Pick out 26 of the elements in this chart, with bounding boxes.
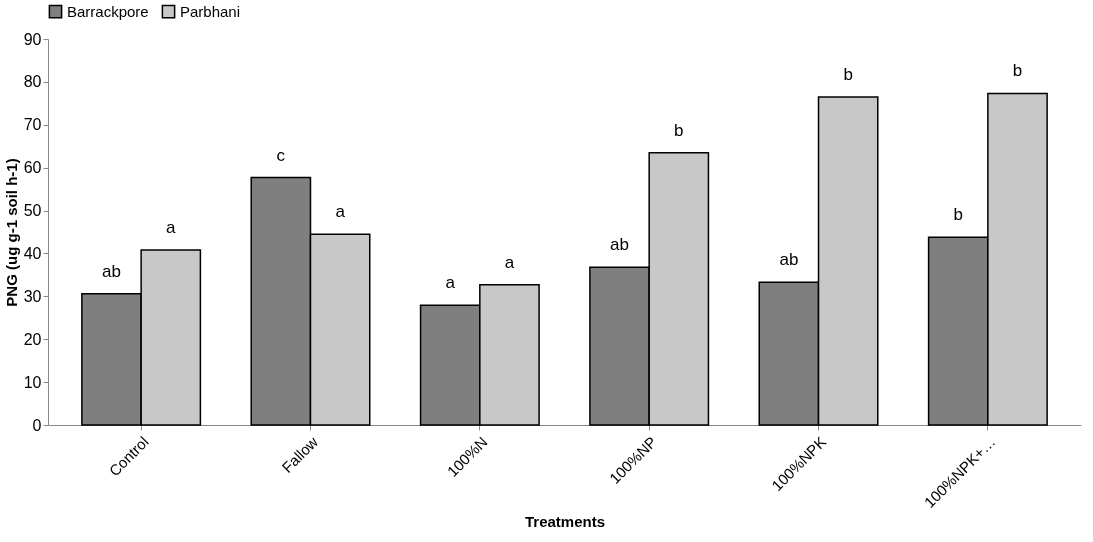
- y-tick-label: 50: [23, 202, 42, 220]
- annotation: b: [953, 205, 963, 225]
- annotation: b: [1012, 61, 1023, 81]
- annotation: ab: [779, 250, 799, 270]
- annotation: a: [335, 202, 346, 222]
- y-tick-label: 20: [23, 330, 42, 348]
- annotation: c: [276, 145, 286, 165]
- legend-label: Barrackpore: [67, 2, 149, 20]
- annotation: b: [843, 64, 853, 84]
- y-tick-label: 90: [23, 30, 42, 48]
- y-tick-label: 70: [23, 116, 42, 134]
- annotation: a: [166, 218, 177, 238]
- annotation: ab: [610, 235, 629, 255]
- y-tick-label: 40: [23, 244, 42, 262]
- y-tick-label: 80: [23, 73, 42, 91]
- annotation: ab: [102, 261, 121, 281]
- x-axis-title: Treatments: [524, 512, 606, 530]
- annotation: a: [445, 273, 456, 293]
- y-tick-label: 10: [23, 373, 42, 391]
- annotation: b: [674, 120, 684, 140]
- y-tick-label: 60: [23, 159, 42, 177]
- y-tick-label: 30: [23, 287, 42, 305]
- legend-label: Parbhani: [180, 2, 241, 20]
- y-axis-title: PNG (ug g-1 soil h-1): [2, 158, 20, 307]
- annotation: a: [504, 252, 515, 272]
- y-tick-label: 0: [32, 416, 42, 434]
